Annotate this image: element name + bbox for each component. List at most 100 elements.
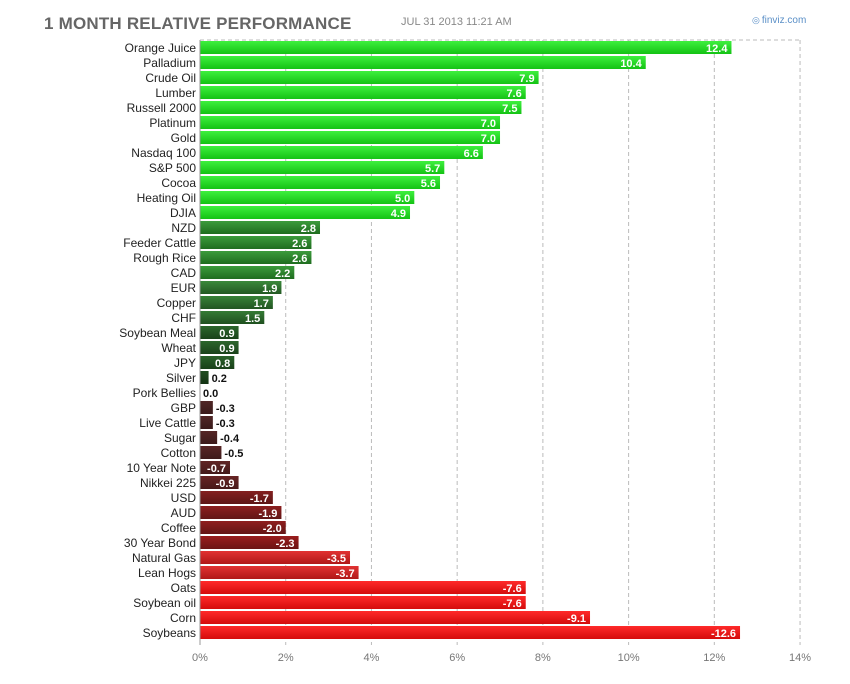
category-label: Silver (166, 371, 196, 385)
bar (200, 131, 501, 144)
value-label: -0.4 (220, 433, 240, 445)
value-label: 2.6 (292, 238, 307, 250)
bar (200, 416, 213, 429)
value-label: 4.9 (391, 208, 406, 220)
category-label: Cotton (161, 446, 196, 460)
value-label: -1.9 (258, 508, 277, 520)
bar (200, 101, 522, 114)
bar (200, 446, 222, 459)
bar (200, 596, 526, 609)
bar (200, 206, 411, 219)
category-label: Sugar (164, 431, 196, 445)
value-label: 12.4 (706, 43, 728, 55)
category-label: Gold (171, 131, 196, 145)
bar (200, 71, 539, 84)
category-label: Lumber (155, 86, 196, 100)
bar (200, 626, 741, 639)
value-label: 5.6 (421, 178, 436, 190)
category-label: GBP (171, 401, 196, 415)
value-label: -0.7 (207, 463, 226, 475)
category-label: Rough Rice (133, 251, 196, 265)
bar (200, 86, 526, 99)
category-label: Cocoa (161, 176, 196, 190)
category-label: Live Cattle (139, 416, 196, 430)
category-label: USD (171, 491, 197, 505)
value-label: 5.0 (395, 193, 410, 205)
category-label: Heating Oil (137, 191, 196, 205)
category-label: DJIA (170, 206, 196, 220)
category-label: Soybean Meal (119, 326, 196, 340)
value-label: -0.5 (224, 448, 243, 460)
bars (200, 41, 741, 639)
value-label: 10.4 (620, 58, 642, 70)
bar (200, 296, 273, 309)
x-tick-label: 8% (535, 652, 551, 664)
value-label: -3.5 (327, 553, 346, 565)
bar (200, 251, 312, 264)
category-label: Feeder Cattle (123, 236, 196, 250)
category-label: Soybean oil (133, 596, 196, 610)
bar (200, 191, 415, 204)
value-label: 5.7 (425, 163, 440, 175)
value-label: -12.6 (711, 628, 736, 640)
value-label: -7.6 (503, 598, 522, 610)
x-tick-label: 2% (278, 652, 294, 664)
bar (200, 356, 235, 369)
bar (200, 176, 441, 189)
value-label: -2.3 (276, 538, 295, 550)
category-label: Copper (157, 296, 196, 310)
bar (200, 266, 295, 279)
category-label: Orange Juice (125, 41, 197, 55)
value-label: 0.0 (203, 388, 218, 400)
category-label: Corn (170, 611, 196, 625)
bar (200, 371, 209, 384)
category-label: JPY (174, 356, 196, 370)
value-label: 0.9 (219, 343, 234, 355)
category-label: 10 Year Note (127, 461, 197, 475)
bar (200, 581, 526, 594)
bar (200, 461, 231, 474)
bar (200, 611, 591, 624)
category-label: Soybeans (143, 626, 196, 640)
bar (200, 161, 445, 174)
category-label: CHF (171, 311, 196, 325)
value-label: 2.2 (275, 268, 290, 280)
value-label: 7.5 (502, 103, 517, 115)
category-label: Nikkei 225 (140, 476, 196, 490)
category-label: 30 Year Bond (124, 536, 196, 550)
bar (200, 401, 213, 414)
category-label: Nasdaq 100 (131, 146, 196, 160)
bar (200, 536, 299, 549)
bar (200, 341, 239, 354)
category-label: Pork Bellies (133, 386, 196, 400)
category-label: S&P 500 (149, 161, 196, 175)
category-label: Platinum (149, 116, 196, 130)
x-tick-label: 12% (703, 652, 725, 664)
value-label: 7.0 (481, 133, 496, 145)
category-label: Crude Oil (145, 71, 196, 85)
x-tick-label: 10% (618, 652, 640, 664)
bar (200, 566, 359, 579)
x-tick-label: 0% (192, 652, 208, 664)
value-label: -2.0 (263, 523, 282, 535)
value-label: 0.2 (212, 373, 227, 385)
value-label: 7.9 (519, 73, 534, 85)
category-label: AUD (171, 506, 197, 520)
bar (200, 221, 321, 234)
x-axis: 0% 2% 4% 6% 8% 10% 12% 14% (192, 40, 811, 664)
bar (200, 431, 218, 444)
category-label: Natural Gas (132, 551, 196, 565)
brand-link[interactable]: ◎ finviz.com (752, 15, 806, 26)
bar (200, 311, 265, 324)
x-tick-label: 6% (449, 652, 465, 664)
value-label: 1.7 (254, 298, 269, 310)
value-label: -1.7 (250, 493, 269, 505)
value-label: -9.1 (567, 613, 586, 625)
value-label: 2.6 (292, 253, 307, 265)
value-label: 1.5 (245, 313, 260, 325)
value-label: 7.6 (506, 88, 521, 100)
value-label: -7.6 (503, 583, 522, 595)
value-label: 6.6 (464, 148, 479, 160)
category-label: EUR (171, 281, 197, 295)
